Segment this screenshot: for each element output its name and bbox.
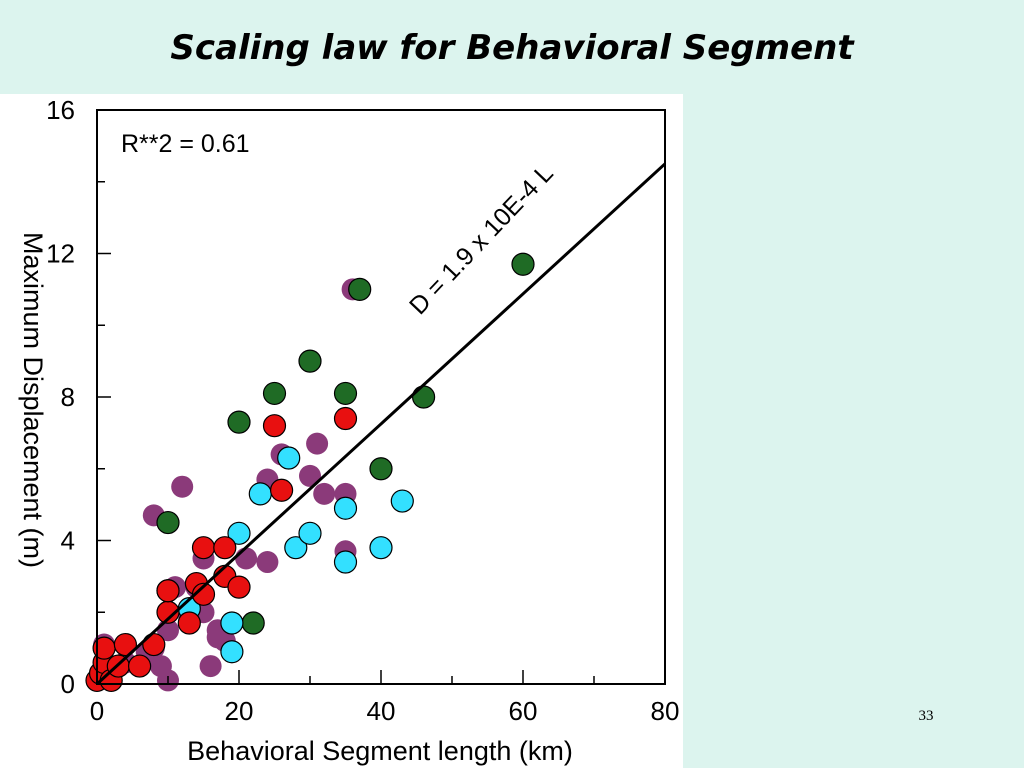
data-point	[248, 482, 272, 506]
data-point	[142, 632, 166, 657]
data-point	[369, 536, 393, 560]
data-points	[85, 252, 535, 693]
data-point	[156, 579, 180, 603]
chart-panel: 0 20 40 60 80 0 4 8 12 16 R**2 = 0.61 D = 1.9 x 1…	[0, 94, 683, 768]
data-point	[171, 475, 194, 498]
data-point	[299, 464, 321, 487]
data-point	[348, 277, 372, 301]
data-point	[262, 414, 287, 438]
data-point	[262, 381, 287, 406]
data-point	[284, 536, 308, 560]
data-point	[298, 349, 322, 373]
data-point	[270, 478, 294, 502]
data-point	[177, 611, 201, 635]
data-point	[227, 410, 251, 434]
y-tick-label: 0	[61, 669, 75, 699]
data-point	[156, 510, 180, 535]
data-point	[128, 654, 152, 678]
data-point	[333, 406, 358, 431]
x-tick-label: 80	[651, 696, 680, 726]
data-point	[191, 582, 216, 606]
data-point	[213, 536, 237, 560]
data-point	[241, 611, 265, 635]
y-tick-label: 12	[46, 239, 75, 269]
data-point	[511, 252, 535, 276]
data-point	[313, 482, 336, 505]
y-tick-label: 8	[61, 382, 75, 412]
data-point	[306, 432, 329, 455]
data-point	[412, 385, 436, 409]
y-axis-label: Maximum Displacement (m)	[18, 232, 48, 568]
data-point	[220, 640, 244, 664]
axis-ticks: 0 20 40 60 80 0 4 8 12 16	[46, 95, 679, 726]
x-axis-label: Behavioral Segment length (km)	[187, 736, 573, 766]
page-number: 33	[918, 708, 934, 724]
data-point	[220, 611, 244, 635]
x-tick-label: 20	[225, 696, 254, 726]
data-point	[256, 551, 279, 574]
scatter-chart: 0 20 40 60 80 0 4 8 12 16 R**2 = 0.61 D = 1.9 x 1…	[18, 95, 679, 766]
data-point	[333, 381, 358, 406]
data-point	[199, 655, 222, 678]
data-point	[227, 521, 251, 545]
r-squared-annotation: R**2 = 0.61	[121, 130, 250, 158]
data-point	[369, 457, 393, 481]
x-tick-label: 60	[509, 696, 538, 726]
x-tick-label: 0	[90, 696, 104, 726]
x-tick-label: 40	[367, 696, 396, 726]
y-tick-label: 16	[46, 95, 75, 125]
data-point	[333, 496, 358, 520]
data-point	[191, 536, 216, 560]
data-point	[113, 632, 138, 657]
data-point	[298, 521, 322, 545]
data-point	[390, 489, 414, 513]
data-point	[235, 547, 258, 570]
data-point	[227, 575, 251, 599]
data-point	[277, 446, 301, 470]
plot-frame	[96, 109, 666, 685]
y-tick-label: 4	[61, 526, 75, 556]
fit-equation-annotation: D = 1.9 x 10E-4 L	[404, 159, 559, 320]
data-point	[333, 550, 358, 574]
fit-line	[95, 162, 667, 686]
slide-title: Scaling law for Behavioral Segment	[170, 28, 854, 68]
data-point	[206, 626, 229, 649]
